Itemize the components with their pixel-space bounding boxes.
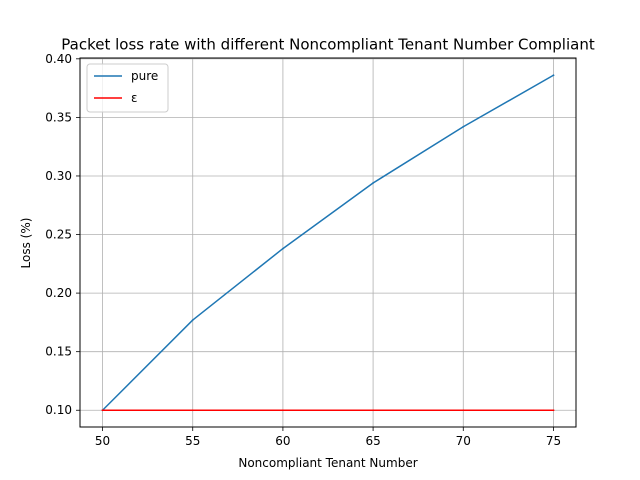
legend-label-pure: pure [131,69,158,83]
plot-background [80,58,576,427]
legend: pure ε [86,63,169,113]
plot-frame [79,57,577,428]
y-tick-label: 0.30 [45,169,72,183]
x-tick-label: 50 [95,434,110,448]
plot-area: 50 55 60 65 70 75 0.10 0.15 0.20 0.25 0.30 0.35 0.40 [45,52,577,448]
y-tick-label: 0.40 [45,52,72,66]
y-tick-label: 0.20 [45,286,72,300]
y-tick-label: 0.35 [45,110,72,124]
y-tick-label: 0.10 [45,403,72,417]
data-point-epsilon [462,409,465,412]
x-tick-label: 70 [456,434,471,448]
data-point-pure [552,74,555,77]
data-point-epsilon [101,409,104,412]
data-point-epsilon [372,409,374,412]
x-tick-label: 75 [546,434,561,448]
data-point-epsilon [282,409,284,412]
series-lines [101,74,555,412]
y-axis-label: Loss (%) [19,218,33,269]
chart-title: Packet loss rate with different Noncompl… [61,36,595,54]
data-point-epsilon [552,409,555,412]
data-point-pure [372,182,374,184]
y-tick-label: 0.25 [45,228,72,242]
x-tick-label: 65 [365,434,380,448]
x-tick-label: 60 [275,434,290,448]
y-tick-label: 0.15 [45,345,72,359]
x-axis-label: Noncompliant Tenant Number [238,456,417,470]
legend-label-epsilon: ε [131,91,138,105]
data-point-epsilon [191,409,194,412]
data-point-pure [462,125,465,128]
series-line-pure [101,74,555,412]
x-tick-label: 55 [185,434,200,448]
data-point-pure [282,247,284,250]
data-point-pure [191,319,194,321]
axis-ticks: 50 55 60 65 70 75 0.10 0.15 0.20 0.25 0.30 0.35 0.40 [45,52,561,448]
